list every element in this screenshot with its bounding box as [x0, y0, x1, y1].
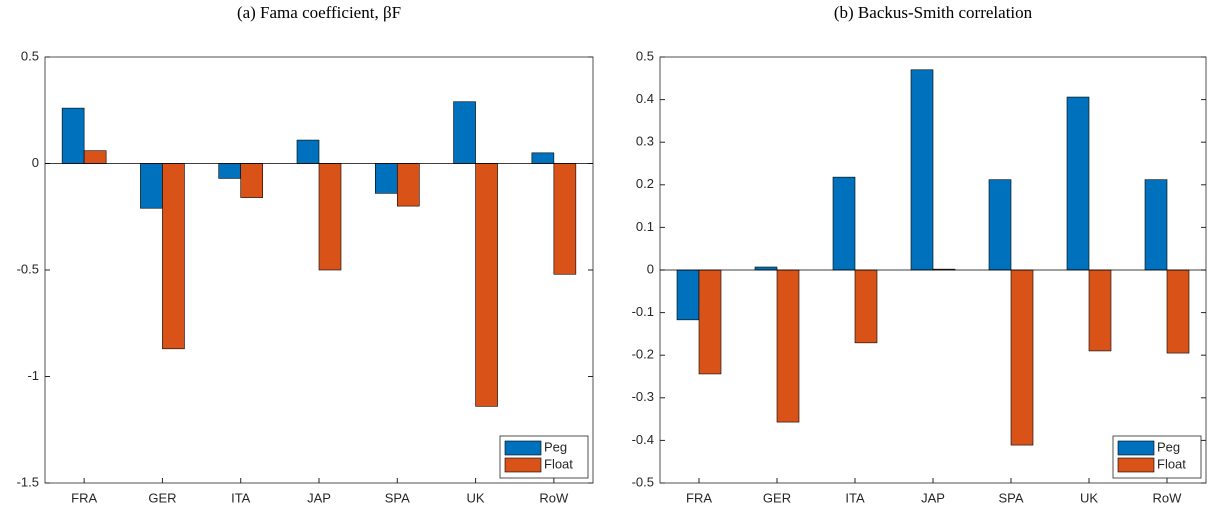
x-tick-label: FRA: [686, 490, 712, 505]
y-tick-label: -1.5: [17, 474, 39, 489]
bar: [475, 163, 498, 407]
legend-swatch: [1117, 440, 1155, 456]
legend-label: Float: [544, 456, 573, 471]
legend-swatch: [504, 457, 542, 473]
bar: [162, 163, 185, 350]
legend-label: Peg: [1157, 439, 1180, 454]
bar: [240, 163, 264, 198]
bar: [832, 176, 856, 271]
bar: [910, 69, 934, 271]
bar: [296, 139, 320, 164]
x-tick-label: GER: [148, 490, 176, 505]
y-tick-label: 0: [647, 261, 654, 276]
legend-swatch: [504, 440, 542, 456]
bar: [374, 163, 398, 194]
y-tick-label: 0.1: [636, 219, 654, 234]
x-tick-label: ITA: [845, 490, 865, 505]
y-tick-label: -0.5: [17, 261, 39, 276]
bar: [140, 163, 163, 209]
x-tick-label: GER: [763, 490, 791, 505]
y-tick-label: -0.2: [632, 347, 654, 362]
bar: [1088, 269, 1112, 352]
bar: [776, 269, 800, 423]
bar: [83, 150, 107, 164]
x-tick-label: FRA: [71, 490, 97, 505]
y-tick-label: 0.5: [21, 48, 39, 63]
y-tick-label: 0: [32, 155, 39, 170]
y-tick-label: -0.5: [632, 474, 654, 489]
bar: [854, 269, 878, 344]
bar: [698, 269, 722, 375]
legend-label: Peg: [544, 439, 567, 454]
x-tick-label: JAP: [921, 490, 945, 505]
x-tick-label: SPA: [385, 490, 410, 505]
bar: [553, 163, 577, 275]
bar: [754, 266, 778, 271]
y-tick-label: 0.2: [636, 176, 654, 191]
bar: [218, 163, 242, 179]
legend-label: Float: [1157, 456, 1186, 471]
bar: [396, 163, 420, 207]
x-tick-label: JAP: [307, 490, 331, 505]
y-tick-label: 0.4: [636, 91, 654, 106]
y-tick-label: -0.4: [632, 432, 654, 447]
y-tick-label: -1: [27, 368, 39, 383]
legend-swatch: [1117, 457, 1155, 473]
bar: [318, 163, 342, 271]
bar: [453, 101, 476, 164]
bar: [988, 179, 1012, 271]
bar: [676, 269, 700, 321]
y-tick-label: 0.3: [636, 134, 654, 149]
chart-title: (b) Backus-Smith correlation: [834, 3, 1033, 22]
y-tick-label: 0.5: [636, 48, 654, 63]
x-tick-label: RoW: [1153, 490, 1183, 505]
bar: [531, 152, 555, 164]
bar: [1066, 96, 1090, 271]
x-tick-label: ITA: [231, 490, 251, 505]
y-tick-label: -0.1: [632, 304, 654, 319]
x-tick-label: SPA: [998, 490, 1023, 505]
x-tick-label: UK: [467, 490, 485, 505]
y-tick-label: -0.3: [632, 389, 654, 404]
bar: [61, 107, 85, 164]
bar: [1010, 269, 1034, 446]
x-tick-label: RoW: [539, 490, 569, 505]
bar: [1144, 179, 1168, 271]
chart-title: (a) Fama coefficient, βF: [237, 3, 401, 22]
bar: [1166, 269, 1190, 354]
x-tick-label: UK: [1080, 490, 1098, 505]
